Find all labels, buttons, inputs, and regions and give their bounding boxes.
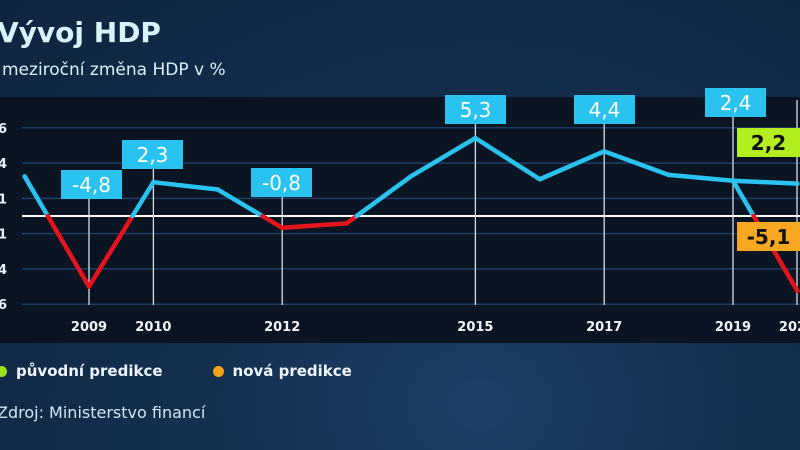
line-segment (601, 149, 671, 178)
chart-subtitle: meziroční změna HDP v % (2, 60, 226, 80)
x-tick-label: 2009 (71, 320, 107, 335)
green-dot-icon (0, 365, 7, 377)
x-tick-label: 2010 (135, 320, 171, 335)
legend-label: původní predikce (16, 362, 163, 380)
y-tick-label: 4 (0, 157, 7, 172)
orange-dot-icon (212, 365, 224, 377)
source-note: Zdroj: Ministerstvo financí (0, 403, 206, 422)
chart-panel (0, 97, 800, 343)
x-tick-label: 2015 (457, 320, 493, 335)
legend-item-original: původní predikce (0, 362, 163, 380)
legend-item-new: nová predikce (212, 362, 352, 380)
y-tick-label: 6 (0, 298, 7, 313)
y-tick-label: 1 (0, 228, 7, 243)
line-segment (45, 213, 92, 289)
line-segment (22, 174, 51, 219)
chart-title: Vývoj HDP (0, 16, 161, 49)
line-segment (215, 187, 265, 219)
annotation-label: -5,1 (747, 225, 791, 249)
y-tick-label: 4 (0, 263, 7, 278)
line-segment (86, 213, 135, 289)
annotation-label: 5,3 (460, 98, 492, 122)
x-tick-label: 2017 (586, 320, 622, 335)
line-segment (730, 178, 800, 186)
x-tick-label: 2020 (779, 320, 800, 335)
y-tick-label: 1 (0, 192, 7, 207)
annotation-box (445, 95, 506, 124)
annotation-box (737, 222, 800, 251)
line-segment (666, 172, 736, 183)
line-segment (537, 149, 607, 182)
annotation-label: 2,4 (720, 91, 752, 115)
line-segment (408, 135, 478, 179)
line-segment (354, 174, 414, 219)
annotation-box (61, 170, 122, 199)
line-segment (279, 221, 349, 231)
x-tick-label: 2019 (715, 320, 751, 335)
annotation-label: -0,8 (262, 171, 301, 195)
line-segment (260, 213, 285, 231)
x-tick-label: 2012 (264, 320, 300, 335)
legend: původní predikce nová predikce (0, 362, 372, 380)
y-tick-label: 6 (0, 122, 7, 137)
annotation-label: -4,8 (72, 173, 111, 197)
annotation-box (122, 140, 183, 169)
legend-label: nová predikce (232, 362, 352, 380)
annotation-label: 4,4 (589, 98, 621, 122)
annotation-label: 2,2 (751, 131, 786, 155)
annotation-box (705, 88, 766, 117)
annotation-label: 2,3 (137, 143, 169, 167)
annotation-box (574, 95, 635, 124)
line-segment (473, 135, 543, 182)
annotation-box (737, 128, 800, 157)
line-segment (730, 178, 756, 219)
annotation-box (251, 168, 312, 197)
line-segment (151, 179, 221, 192)
line-segment (130, 179, 156, 219)
